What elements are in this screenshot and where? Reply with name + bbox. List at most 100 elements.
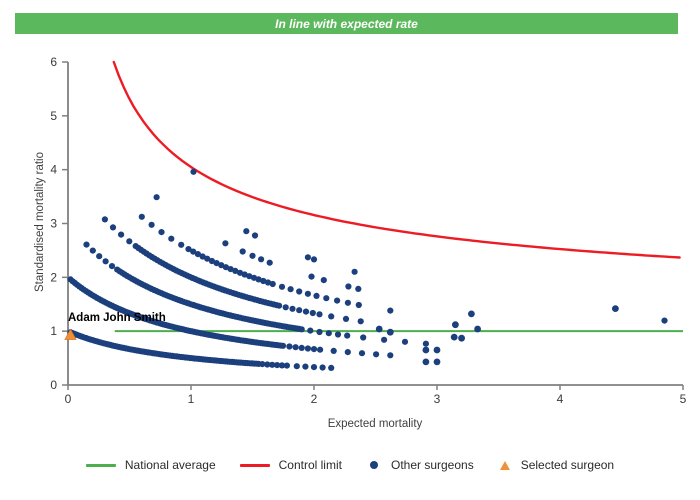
other-surgeon-dot[interactable] (282, 304, 289, 311)
other-surgeon-dot[interactable] (422, 358, 430, 366)
other-surgeon-dot[interactable] (185, 246, 192, 253)
other-surgeon-dot[interactable] (296, 307, 303, 314)
other-surgeon-dot[interactable] (317, 346, 324, 353)
other-surgeon-dot[interactable] (386, 328, 394, 336)
other-surgeon-dot[interactable] (450, 333, 458, 341)
other-surgeon-dot[interactable] (83, 241, 90, 248)
other-surgeon-dot[interactable] (387, 307, 394, 314)
other-surgeon-dot[interactable] (293, 363, 300, 370)
other-surgeon-dot[interactable] (264, 361, 271, 368)
other-surgeon-dot[interactable] (278, 283, 286, 290)
other-surgeon-dot[interactable] (381, 336, 388, 343)
other-surgeon-dot[interactable] (168, 235, 175, 242)
other-surgeon-dot[interactable] (194, 251, 201, 258)
other-surgeon-dot[interactable] (178, 241, 185, 248)
other-surgeon-dot[interactable] (243, 228, 250, 235)
other-surgeon-dot[interactable] (345, 283, 352, 290)
other-surgeon-dot[interactable] (468, 310, 475, 318)
other-surgeon-dot[interactable] (102, 258, 109, 265)
other-surgeon-dot[interactable] (308, 273, 315, 280)
other-surgeon-dot[interactable] (255, 276, 262, 283)
other-surgeon-dot[interactable] (452, 321, 459, 329)
other-surgeon-dot[interactable] (422, 346, 430, 354)
other-surgeon-dot[interactable] (289, 305, 296, 312)
other-surgeon-dot[interactable] (259, 361, 266, 368)
other-surgeon-dot[interactable] (325, 330, 332, 337)
other-surgeon-dot[interactable] (433, 358, 441, 366)
other-surgeon-dot[interactable] (251, 232, 259, 239)
other-surgeon-dot[interactable] (204, 255, 211, 262)
other-surgeon-dot[interactable] (138, 213, 145, 220)
other-surgeon-dot[interactable] (375, 325, 383, 333)
other-surgeon-dot[interactable] (274, 362, 281, 369)
other-surgeon-dot[interactable] (355, 285, 362, 292)
other-surgeon-dot[interactable] (316, 328, 323, 336)
other-surgeon-dot[interactable] (269, 280, 276, 288)
other-surgeon-dot[interactable] (246, 273, 253, 280)
other-surgeon-dot[interactable] (148, 221, 155, 228)
other-surgeon-dot[interactable] (190, 168, 197, 175)
other-surgeon-dot[interactable] (158, 229, 165, 236)
other-surgeon-dot[interactable] (153, 194, 160, 201)
other-surgeon-dot[interactable] (328, 364, 335, 371)
other-surgeon-dot[interactable] (199, 253, 206, 260)
other-surgeon-dot[interactable] (357, 318, 364, 325)
other-surgeon-dot[interactable] (292, 344, 299, 351)
other-surgeon-dot[interactable] (458, 334, 465, 342)
other-surgeon-dot[interactable] (287, 286, 294, 293)
other-surgeon-dot[interactable] (96, 253, 103, 260)
other-surgeon-dot[interactable] (298, 344, 305, 351)
other-surgeon-dot[interactable] (344, 299, 351, 306)
other-surgeon-dot[interactable] (344, 349, 351, 356)
other-surgeon-dot[interactable] (249, 252, 256, 259)
other-surgeon-dot[interactable] (328, 313, 335, 320)
other-surgeon-dot[interactable] (296, 288, 303, 295)
other-surgeon-dot[interactable] (330, 347, 337, 354)
other-surgeon-dot[interactable] (241, 271, 248, 278)
other-surgeon-dot[interactable] (266, 259, 273, 266)
other-surgeon-dot[interactable] (278, 362, 286, 369)
other-surgeon-dot[interactable] (310, 364, 318, 371)
other-surgeon-dot[interactable] (422, 340, 429, 347)
other-surgeon-dot[interactable] (286, 343, 293, 350)
other-surgeon-dot[interactable] (316, 311, 323, 318)
other-surgeon-dot[interactable] (360, 334, 367, 341)
other-surgeon-dot[interactable] (283, 362, 290, 369)
other-surgeon-dot[interactable] (334, 331, 342, 338)
other-surgeon-dot[interactable] (298, 326, 305, 333)
other-surgeon-dot[interactable] (307, 327, 314, 334)
other-surgeon-dot[interactable] (355, 301, 362, 309)
other-surgeon-dot[interactable] (319, 364, 326, 371)
other-surgeon-dot[interactable] (313, 292, 320, 299)
other-surgeon-dot[interactable] (302, 308, 310, 315)
other-surgeon-dot[interactable] (276, 302, 283, 309)
other-surgeon-dot[interactable] (612, 305, 619, 312)
other-surgeon-dot[interactable] (351, 268, 358, 275)
other-surgeon-dot[interactable] (323, 295, 330, 302)
other-surgeon-dot[interactable] (344, 332, 351, 339)
other-surgeon-dot[interactable] (222, 240, 229, 247)
other-surgeon-dot[interactable] (387, 352, 394, 359)
other-surgeon-dot[interactable] (118, 231, 125, 238)
other-surgeon-dot[interactable] (222, 264, 229, 271)
other-surgeon-dot[interactable] (401, 338, 409, 345)
other-surgeon-dot[interactable] (213, 260, 220, 267)
other-surgeon-dot[interactable] (320, 277, 327, 284)
other-surgeon-dot[interactable] (264, 279, 272, 286)
other-surgeon-dot[interactable] (474, 325, 481, 333)
other-surgeon-dot[interactable] (334, 297, 341, 304)
selected-surgeon-marker[interactable] (64, 328, 77, 340)
other-surgeon-dot[interactable] (304, 254, 311, 261)
other-surgeon-dot[interactable] (310, 346, 318, 353)
other-surgeon-dot[interactable] (260, 277, 267, 285)
other-surgeon-dot[interactable] (309, 309, 316, 317)
other-surgeon-dot[interactable] (227, 266, 234, 273)
other-surgeon-dot[interactable] (108, 263, 116, 270)
other-surgeon-dot[interactable] (661, 317, 668, 324)
other-surgeon-dot[interactable] (304, 345, 311, 352)
other-surgeon-dot[interactable] (89, 247, 96, 254)
other-surgeon-dot[interactable] (208, 257, 215, 265)
other-surgeon-dot[interactable] (269, 361, 276, 368)
other-surgeon-dot[interactable] (358, 350, 366, 357)
other-surgeon-dot[interactable] (433, 346, 441, 354)
